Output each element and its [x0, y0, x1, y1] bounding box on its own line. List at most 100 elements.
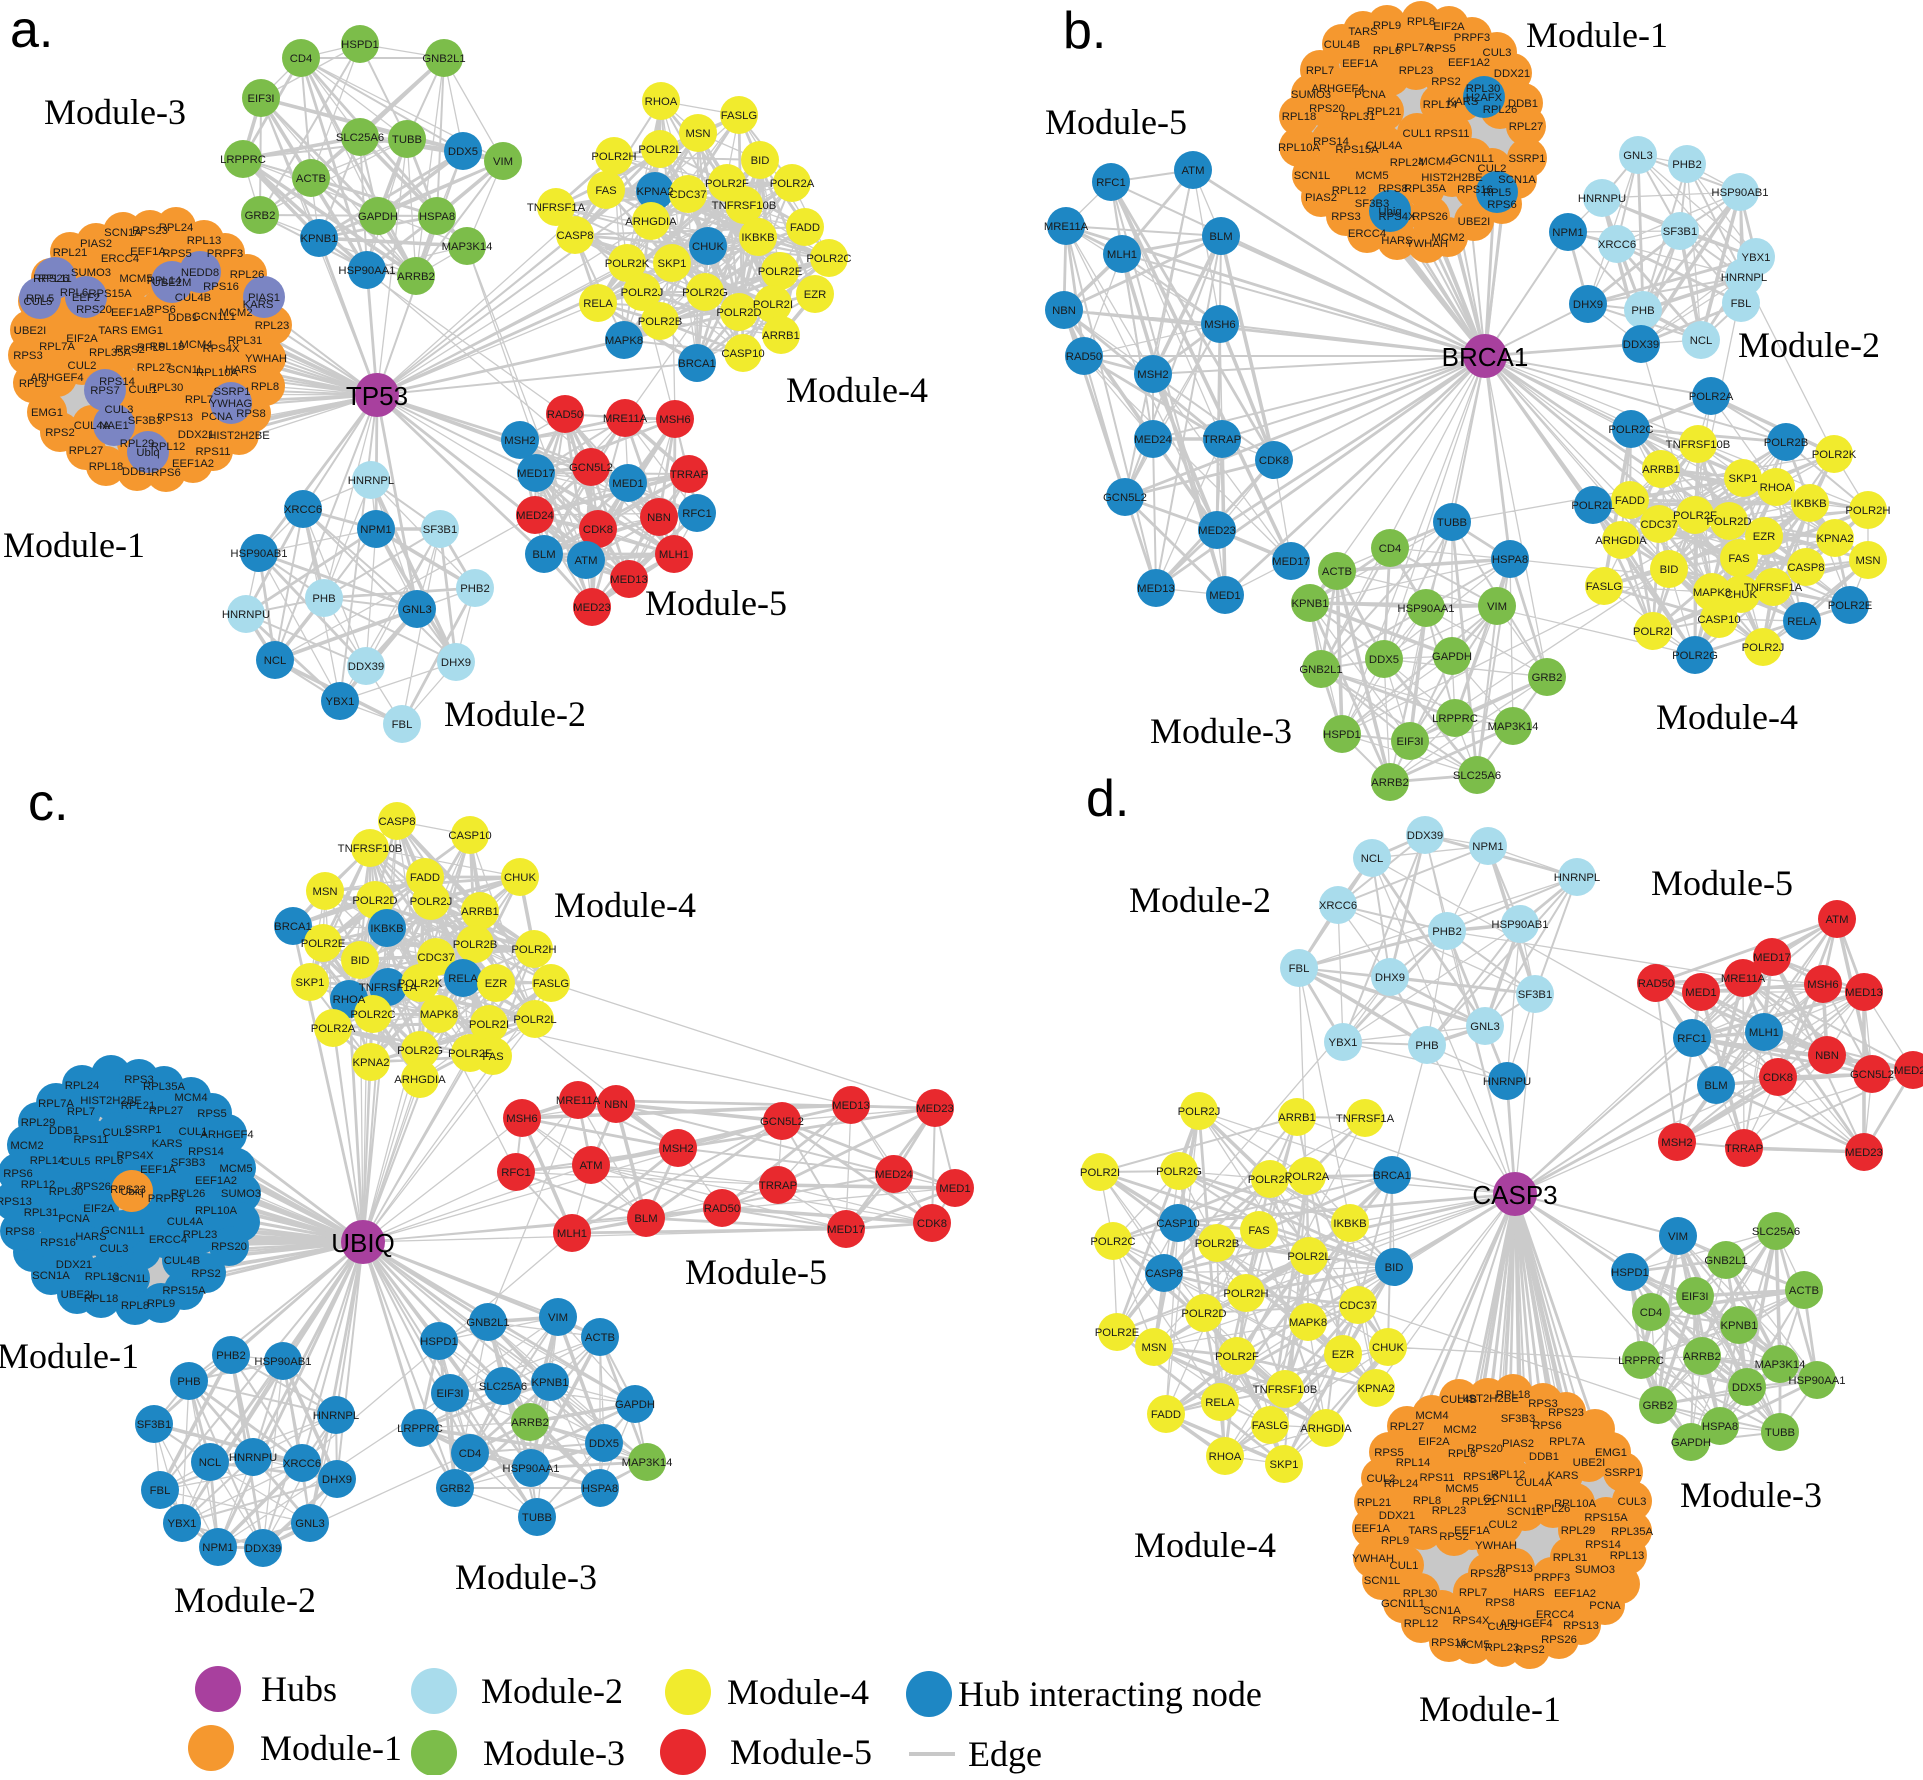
svg-text:RPL18: RPL18 — [84, 1293, 119, 1305]
svg-text:EIF2A: EIF2A — [1418, 1436, 1450, 1448]
svg-text:CASP8: CASP8 — [378, 816, 415, 828]
svg-text:RPL24: RPL24 — [1390, 157, 1425, 169]
svg-text:MSH6: MSH6 — [1807, 979, 1838, 991]
svg-text:CUL2: CUL2 — [68, 360, 97, 372]
svg-text:HSP90AB1: HSP90AB1 — [254, 1356, 311, 1368]
svg-text:RPL7: RPL7 — [1459, 1587, 1487, 1599]
svg-text:RPL7A: RPL7A — [39, 341, 75, 353]
svg-text:PHB2: PHB2 — [216, 1350, 246, 1362]
svg-text:RPL21: RPL21 — [1367, 106, 1402, 118]
svg-text:BLM: BLM — [1209, 231, 1232, 243]
svg-text:TNFRSF1A: TNFRSF1A — [359, 982, 418, 994]
svg-text:RPS6: RPS6 — [146, 304, 176, 316]
svg-text:MSH6: MSH6 — [506, 1113, 537, 1125]
svg-text:BID: BID — [351, 955, 370, 967]
svg-text:RPS14: RPS14 — [99, 376, 135, 388]
svg-text:MED23: MED23 — [916, 1103, 954, 1115]
svg-text:HSPA8: HSPA8 — [1492, 554, 1528, 566]
svg-text:RPL30: RPL30 — [49, 1186, 84, 1198]
svg-text:POLR2D: POLR2D — [1706, 516, 1751, 528]
svg-text:POLR2J: POLR2J — [1178, 1106, 1221, 1118]
svg-text:PRPF3: PRPF3 — [207, 248, 243, 260]
svg-text:ERCC4: ERCC4 — [101, 253, 139, 265]
svg-text:HNRNPL: HNRNPL — [348, 475, 394, 487]
svg-text:ERCC4: ERCC4 — [149, 1234, 187, 1246]
svg-text:CUL4B: CUL4B — [1324, 39, 1360, 51]
svg-text:RPS26: RPS26 — [33, 273, 69, 285]
svg-text:NPM1: NPM1 — [202, 1542, 233, 1554]
svg-text:ARHGDIA: ARHGDIA — [1300, 1423, 1352, 1435]
svg-text:CUL2: CUL2 — [1478, 163, 1507, 175]
svg-text:CASP3: CASP3 — [1472, 1180, 1557, 1210]
svg-text:GNL3: GNL3 — [402, 604, 432, 616]
svg-text:RPL18: RPL18 — [150, 341, 185, 353]
svg-text:RPS3: RPS3 — [13, 350, 43, 362]
svg-text:MAPK8: MAPK8 — [1289, 1317, 1327, 1329]
svg-text:BRCA1: BRCA1 — [274, 921, 312, 933]
svg-text:PIAS2: PIAS2 — [1305, 192, 1337, 204]
svg-text:RPL9: RPL9 — [19, 378, 47, 390]
svg-text:BLM: BLM — [1704, 1080, 1727, 1092]
svg-text:RPS8: RPS8 — [5, 1226, 35, 1238]
svg-text:GCN1L1: GCN1L1 — [101, 1225, 145, 1237]
svg-text:MSH6: MSH6 — [1204, 319, 1235, 331]
svg-text:SF3B3: SF3B3 — [128, 415, 163, 427]
svg-text:TARS: TARS — [1408, 1525, 1438, 1537]
svg-text:RPL9: RPL9 — [1373, 20, 1401, 32]
svg-text:Module-4: Module-4 — [1134, 1525, 1276, 1565]
svg-text:POLR2H: POLR2H — [511, 944, 556, 956]
svg-text:MCM2: MCM2 — [10, 1140, 43, 1152]
svg-text:RPL12: RPL12 — [21, 1179, 56, 1191]
svg-text:ARHGEF4: ARHGEF4 — [30, 372, 83, 384]
svg-text:POLR2G: POLR2G — [1156, 1166, 1202, 1178]
svg-text:ARRB1: ARRB1 — [762, 330, 800, 342]
svg-text:VIM: VIM — [493, 156, 513, 168]
svg-text:MSH6: MSH6 — [659, 414, 690, 426]
svg-text:MED13: MED13 — [1845, 987, 1883, 999]
svg-text:MED1: MED1 — [612, 478, 643, 490]
svg-text:d.: d. — [1086, 770, 1129, 828]
svg-text:MAPK8: MAPK8 — [605, 335, 643, 347]
svg-text:RPS26: RPS26 — [1541, 1634, 1577, 1646]
svg-text:UBE2I: UBE2I — [14, 325, 47, 337]
svg-text:PHB2: PHB2 — [1432, 926, 1462, 938]
svg-text:RPL6: RPL6 — [1373, 45, 1401, 57]
svg-text:POLR2E: POLR2E — [301, 938, 346, 950]
svg-text:NCL: NCL — [264, 655, 287, 667]
svg-text:MED23: MED23 — [573, 602, 611, 614]
svg-text:POLR2B: POLR2B — [1764, 437, 1809, 449]
svg-text:PIAS2: PIAS2 — [80, 238, 112, 250]
svg-text:RPL9: RPL9 — [1381, 1535, 1409, 1547]
svg-text:RPL26: RPL26 — [1536, 1503, 1571, 1515]
svg-text:Module-1: Module-1 — [3, 525, 145, 565]
svg-text:RPL6: RPL6 — [60, 287, 88, 299]
svg-text:Module-2: Module-2 — [444, 694, 586, 734]
svg-text:GNL3: GNL3 — [1623, 150, 1653, 162]
svg-text:POLR2F: POLR2F — [448, 1048, 492, 1060]
svg-text:Module-2: Module-2 — [481, 1671, 623, 1711]
svg-text:RPL23: RPL23 — [183, 1229, 218, 1241]
svg-text:RPL8: RPL8 — [251, 381, 279, 393]
svg-text:POLR2B: POLR2B — [1195, 1238, 1240, 1250]
svg-text:MED17: MED17 — [517, 468, 555, 480]
svg-text:BID: BID — [1385, 1262, 1404, 1274]
svg-text:RPL14: RPL14 — [30, 1155, 65, 1167]
svg-text:MAP3K14: MAP3K14 — [622, 1457, 673, 1469]
svg-text:NBN: NBN — [1052, 305, 1076, 317]
svg-text:PHB: PHB — [177, 1376, 200, 1388]
svg-text:RPL6: RPL6 — [1448, 1448, 1476, 1460]
svg-text:Module-3: Module-3 — [455, 1557, 597, 1597]
svg-text:POLR2K: POLR2K — [1812, 449, 1857, 461]
svg-text:SF3B3: SF3B3 — [1501, 1413, 1536, 1425]
svg-text:PCNA: PCNA — [1589, 1600, 1621, 1612]
svg-text:Module-2: Module-2 — [174, 1580, 316, 1620]
svg-text:RPL31: RPL31 — [1341, 111, 1376, 123]
svg-text:POLR2L: POLR2L — [1287, 1251, 1330, 1263]
svg-text:HARS: HARS — [75, 1231, 107, 1243]
svg-text:FASLG: FASLG — [721, 110, 757, 122]
svg-text:MED1: MED1 — [1685, 987, 1716, 999]
svg-text:a.: a. — [10, 1, 53, 59]
svg-text:MCM4: MCM4 — [1415, 1410, 1448, 1422]
svg-text:CHUK: CHUK — [1372, 1342, 1404, 1354]
svg-text:RPS2: RPS2 — [191, 1268, 221, 1280]
